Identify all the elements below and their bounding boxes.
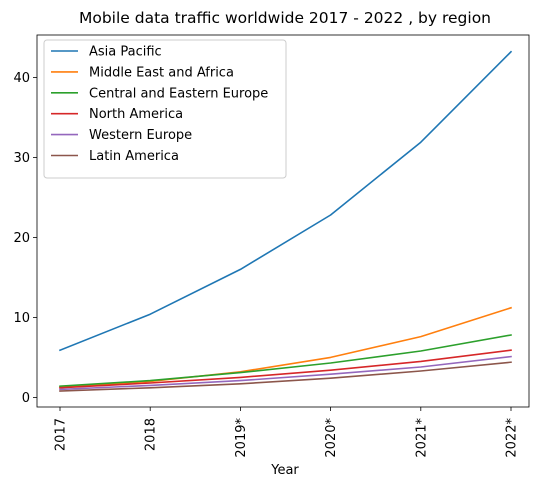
y-tick-label-2: 20 [13,231,30,246]
legend-label-1: Middle East and Africa [89,65,234,80]
plot-lines [58,50,513,392]
plot-frame [36,34,530,408]
legend-label-3: North America [89,107,183,122]
chart-title: Mobile data traffic worldwide 2017 - 202… [79,9,491,27]
series-line-0 [58,50,513,352]
x-tick-label-2: 2019* [234,418,249,458]
series-line-3 [59,349,512,389]
x-tick-label-0: 2017 [54,418,69,451]
y-tick-label-3: 30 [13,151,30,166]
y-tick-label-4: 40 [13,71,30,86]
legend-label-4: Western Europe [89,128,192,143]
x-tick-label-5: 2022* [505,418,520,458]
y-tick-label-1: 10 [13,311,30,326]
legend-box [43,39,287,179]
series-line-4 [59,355,512,391]
x-tick-label-3: 2020* [324,418,339,458]
series-line-5 [59,361,512,392]
x-tick-label-1: 2018 [144,418,159,451]
legend: Asia Pacific Middle East and Africa Centra… [43,39,287,179]
x-axis-label: Year [270,463,299,478]
legend-label-0: Asia Pacific [89,45,162,60]
legend-label-5: Latin America [89,149,179,164]
x-tick-label-4: 2021* [414,418,429,458]
y-axis: 0 10 20 30 40 [13,71,37,406]
legend-label-2: Central and Eastern Europe [89,86,268,101]
y-tick-label-0: 0 [22,391,30,406]
series-line-2 [59,334,512,388]
x-axis: 2017 2018 2019* 2020* 2021* 2022* [54,407,520,458]
